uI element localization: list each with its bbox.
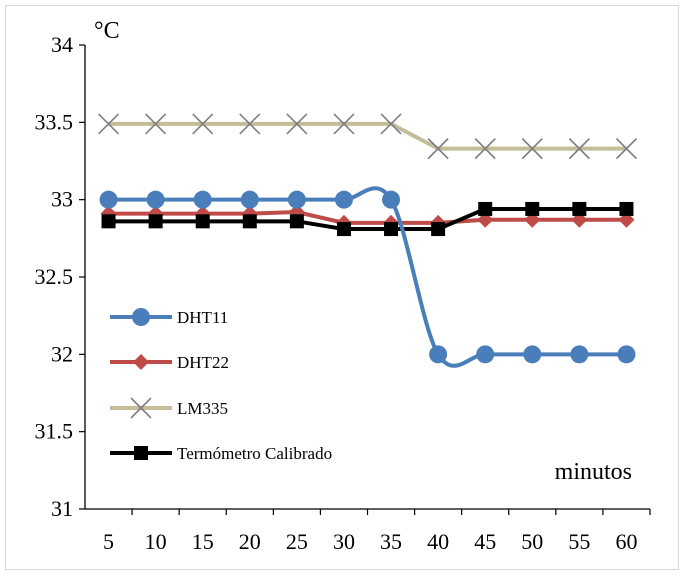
x-marker-stroke	[130, 397, 152, 419]
data-point-dht11	[617, 345, 636, 364]
x-tick-label: 50	[521, 529, 543, 554]
data-point-dht11	[334, 190, 353, 209]
x-marker-stroke	[615, 138, 638, 160]
y-tick-label: 32.5	[35, 264, 74, 289]
x-marker-stroke	[97, 113, 120, 135]
x-marker-stroke	[333, 113, 355, 135]
data-point-lm335	[474, 138, 496, 160]
data-point-term-metro-calibrado	[336, 222, 351, 237]
x-marker-stroke	[474, 138, 496, 160]
data-point-term-metro-calibrado	[195, 214, 210, 229]
data-point-term-metro-calibrado	[619, 201, 634, 216]
x-marker-stroke	[380, 113, 402, 135]
data-point-lm335	[145, 113, 167, 135]
x-marker-stroke	[192, 113, 214, 135]
legend-label: DHT22	[177, 353, 229, 372]
chart-frame	[5, 5, 679, 570]
x-tick-label: 60	[615, 529, 637, 554]
legend-marker	[132, 308, 150, 326]
data-point-dht11	[570, 345, 589, 364]
data-point-dht11	[523, 345, 542, 364]
x-tick-label: 45	[474, 529, 496, 554]
x-tick-label: 35	[380, 529, 402, 554]
data-point-term-metro-calibrado	[101, 214, 116, 229]
data-point-lm335	[192, 113, 214, 135]
series-dht11	[99, 186, 636, 368]
x-tick-label: 10	[145, 529, 167, 554]
data-point-dht11	[99, 190, 118, 209]
data-point-lm335	[380, 113, 402, 135]
x-ticks: 5 10 15 20 25 30 35 40 45 50 55 60	[103, 509, 651, 554]
legend-label: LM335	[177, 399, 228, 418]
data-point-lm335	[97, 113, 120, 135]
data-point-dht11	[382, 190, 401, 209]
x-marker-stroke	[286, 113, 308, 135]
y-tick-label: 31	[51, 496, 73, 521]
data-point-lm335	[286, 113, 308, 135]
x-unit-label: minutos	[555, 459, 632, 485]
data-point-term-metro-calibrado	[525, 201, 540, 216]
x-tick-label: 15	[192, 529, 214, 554]
y-tick-label: 34	[51, 32, 73, 57]
series-term-metro-calibrado	[101, 201, 634, 237]
y-tick-label: 31.5	[35, 419, 74, 444]
data-point-lm335	[333, 113, 355, 135]
data-point-term-metro-calibrado	[572, 201, 587, 216]
legend-label: DHT11	[177, 308, 228, 327]
data-point-term-metro-calibrado	[289, 214, 304, 229]
legend-marker	[133, 354, 149, 370]
legend-item-lm335: LM335	[110, 397, 228, 419]
y-tick-label: 33	[51, 187, 73, 212]
data-point-term-metro-calibrado	[148, 214, 163, 229]
y-ticks: 31 31.5 32 32.5 33 33.5 34	[35, 32, 85, 521]
data-point-lm335	[427, 138, 449, 160]
x-marker-stroke	[427, 138, 449, 160]
x-tick-label: 25	[286, 529, 308, 554]
x-marker-stroke	[239, 113, 261, 135]
data-point-dht11	[429, 345, 448, 364]
x-marker-stroke	[568, 138, 590, 160]
data-point-lm335	[239, 113, 261, 135]
x-tick-label: 40	[427, 529, 449, 554]
legend-item-dht22: DHT22	[110, 353, 229, 372]
legend: DHT11 DHT22 LM335 Termómetro Calibrado	[110, 308, 332, 463]
y-tick-label: 33.5	[35, 109, 74, 134]
x-tick-label: 5	[103, 529, 114, 554]
data-point-dht11	[240, 190, 259, 209]
data-point-dht11	[476, 345, 495, 364]
x-marker-stroke	[521, 138, 543, 160]
data-point-lm335	[615, 138, 638, 160]
axes	[84, 45, 650, 510]
y-tick-label: 32	[51, 341, 73, 366]
data-point-term-metro-calibrado	[242, 214, 257, 229]
data-point-term-metro-calibrado	[431, 222, 446, 237]
data-point-lm335	[521, 138, 543, 160]
legend-marker	[130, 397, 152, 419]
legend-label: Termómetro Calibrado	[177, 444, 332, 463]
x-tick-label: 55	[568, 529, 590, 554]
series-layer	[97, 113, 638, 368]
x-tick-label: 30	[333, 529, 355, 554]
y-unit-label: °C	[94, 18, 120, 44]
series-line-lm335	[108, 121, 627, 151]
series-line-term-metro-calibrado	[108, 206, 627, 232]
data-point-dht11	[146, 190, 165, 209]
series-lm335	[97, 113, 638, 160]
x-tick-label: 20	[239, 529, 261, 554]
data-point-dht11	[193, 190, 212, 209]
data-point-term-metro-calibrado	[478, 201, 493, 216]
data-point-lm335	[568, 138, 590, 160]
data-point-dht11	[287, 190, 306, 209]
legend-item-dht11: DHT11	[110, 308, 228, 327]
legend-item-term-metro-calibrado: Termómetro Calibrado	[110, 444, 332, 463]
x-marker-stroke	[145, 113, 167, 135]
legend-marker	[134, 446, 148, 460]
data-point-term-metro-calibrado	[384, 222, 399, 237]
